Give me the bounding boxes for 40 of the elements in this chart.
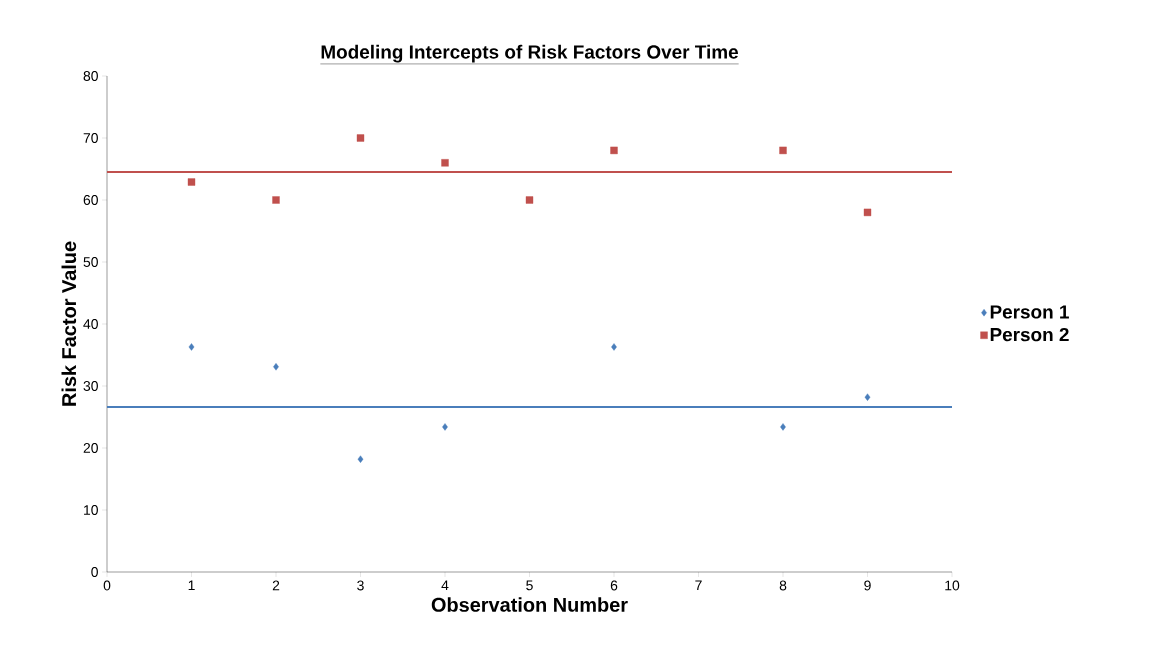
point (779, 146, 787, 155)
point (357, 455, 364, 463)
y-tick-label: 50 (83, 257, 98, 267)
point (273, 363, 279, 371)
y-tick-label: 60 (83, 195, 98, 205)
point (188, 343, 195, 351)
legend-label: Person 2 (990, 327, 1069, 342)
point (272, 196, 280, 204)
x-tick-label: 2 (272, 580, 280, 591)
legend-label: Person 1 (990, 305, 1069, 319)
point (442, 423, 448, 431)
x-tick-label: 10 (945, 580, 960, 591)
point (441, 159, 449, 167)
chart-title: Modeling Intercepts of Risk Factors Over Time (321, 44, 738, 63)
point (356, 134, 365, 142)
y-axis-title: Risk Factor Value (61, 241, 77, 406)
x-tick-label: 7 (695, 580, 702, 591)
x-tick-label: 8 (779, 580, 787, 591)
point (863, 208, 872, 217)
point (780, 423, 786, 431)
x-tick-label: 3 (357, 580, 364, 591)
x-tick-label: 5 (526, 580, 533, 591)
x-tick-label: 0 (103, 580, 111, 591)
x-axis-title: Observation Number (431, 597, 628, 612)
y-tick-label: 40 (83, 319, 98, 329)
point (864, 393, 871, 401)
x-tick-label: 4 (441, 580, 449, 591)
x-tick-label: 1 (188, 580, 195, 591)
point (525, 196, 534, 204)
y-tick-label: 0 (91, 567, 98, 577)
y-tick-label: 20 (83, 443, 98, 453)
point (187, 178, 196, 186)
x-tick-label: 6 (610, 580, 618, 591)
x-tick-label: 9 (864, 580, 871, 591)
y-tick-label: 70 (83, 133, 98, 143)
y-tick-label: 80 (83, 71, 98, 81)
point (610, 146, 618, 155)
y-tick-label: 30 (83, 381, 98, 391)
y-tick-label: 10 (84, 505, 98, 515)
point (611, 343, 617, 351)
